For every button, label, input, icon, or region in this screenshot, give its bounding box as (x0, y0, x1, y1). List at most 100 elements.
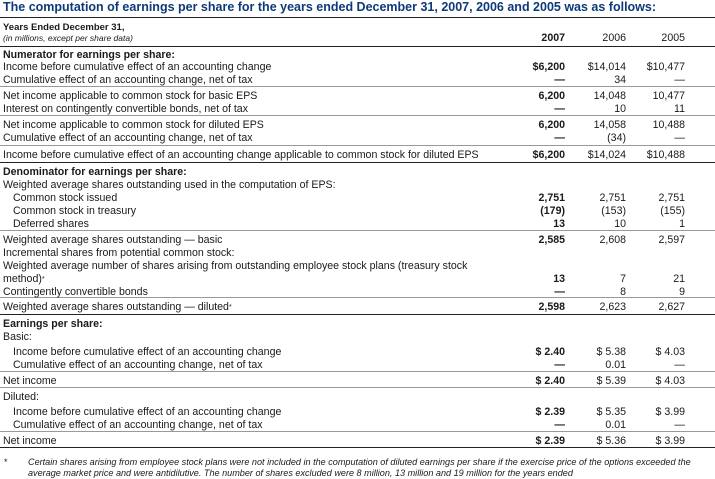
value-2007: — (554, 132, 565, 144)
eps-table: Years Ended December 31, (in millions, e… (0, 17, 715, 448)
value-2005: 2,627 (658, 301, 685, 313)
value-2006: (153) (601, 205, 626, 217)
value-2007: 6,200 (538, 119, 565, 131)
table-row: Deferred shares 13 10 1 (0, 218, 715, 231)
row-divider (0, 86, 715, 87)
row-label: Basic: (3, 331, 32, 343)
value-2006: 2,751 (599, 192, 626, 204)
value-2006: 10 (614, 218, 626, 230)
table-row: Common stock issued 2,751 2,751 2,751 (0, 192, 715, 205)
value-2007: — (554, 103, 565, 115)
row-label: Cumulative effect of an accounting chang… (3, 132, 253, 144)
value-2005: $10,477 (646, 61, 685, 73)
value-2007: (179) (540, 205, 565, 217)
value-2005: 21 (673, 273, 685, 285)
footnote-marker: * (228, 304, 232, 311)
value-2007: $6,200 (532, 149, 565, 161)
table-row: Denominator for earnings per share: (0, 166, 715, 179)
row-label: Net income (3, 375, 57, 387)
value-2006: 14,058 (593, 119, 626, 131)
value-2007: 2,751 (538, 192, 565, 204)
footnote: * Certain shares arising from employee s… (4, 457, 708, 479)
value-2006: 2,608 (599, 234, 626, 246)
row-label: Contingently convertible bonds (3, 286, 148, 298)
value-2006: $14,024 (587, 149, 626, 161)
value-2006: $14,014 (587, 61, 626, 73)
table-row: Weighted average number of shares arisin… (0, 260, 715, 273)
year-2005: 2005 (661, 32, 685, 44)
table-row: Weighted average shares outstanding used… (0, 179, 715, 192)
value-2007: $ 2.40 (535, 346, 565, 358)
value-2007: $ 2.39 (535, 435, 565, 447)
value-2005: 9 (679, 286, 685, 298)
row-label: Income before cumulative effect of an ac… (3, 61, 272, 73)
row-label-wrap: Weighted average shares outstanding — di… (3, 301, 232, 314)
value-2006: $ 5.38 (596, 346, 626, 358)
table-row: Net income applicable to common stock fo… (0, 119, 715, 132)
row-label: Interest on contingently convertible bon… (3, 103, 248, 115)
row-divider (0, 387, 715, 388)
value-2005: 11 (674, 103, 685, 115)
value-2005: — (674, 359, 685, 371)
value-2005: $ 3.99 (655, 435, 685, 447)
row-label: Income before cumulative effect of an ac… (13, 406, 282, 418)
value-2007: 13 (553, 218, 565, 230)
table-row: Common stock in treasury (179) (153) (155) (0, 205, 715, 218)
header-label: Years Ended December 31, (3, 22, 125, 33)
page-title: The computation of earnings per share fo… (3, 0, 657, 14)
value-2006: 2,623 (599, 301, 626, 313)
row-label: Weighted average shares outstanding — di… (3, 301, 229, 313)
row-divider (0, 314, 715, 315)
row-label: Income before cumulative effect of an ac… (3, 149, 479, 161)
row-label: Net income (3, 435, 57, 447)
value-2006: 14,048 (593, 90, 626, 102)
value-2005: $ 3.99 (655, 406, 685, 418)
table-row: method)* 13 7 21 (0, 273, 715, 286)
row-divider (0, 431, 715, 432)
value-2006: 8 (620, 286, 626, 298)
value-2005: — (674, 132, 685, 144)
table-row: Net income applicable to common stock fo… (0, 90, 715, 103)
table-row: Income before cumulative effect of an ac… (0, 61, 715, 74)
value-2005: 10,477 (652, 90, 685, 102)
row-label: Common stock issued (13, 192, 118, 204)
value-2007: $ 2.40 (535, 375, 565, 387)
row-label: Diluted: (3, 391, 39, 403)
value-2007: — (554, 74, 565, 86)
row-label: Cumulative effect of an accounting chang… (3, 74, 253, 86)
row-label: Net income applicable to common stock fo… (3, 119, 264, 131)
footnote-text: Certain shares arising from employee sto… (28, 457, 691, 478)
table-row: Contingently convertible bonds — 8 9 (0, 286, 715, 299)
table-row: Cumulative effect of an accounting chang… (0, 359, 715, 372)
table-row: Net income $ 2.39 $ 5.36 $ 3.99 (0, 435, 715, 448)
year-2007: 2007 (541, 32, 565, 44)
row-label: Cumulative effect of an accounting chang… (13, 359, 263, 371)
header-row-1: Years Ended December 31, (0, 21, 715, 34)
table-row: Interest on contingently convertible bon… (0, 103, 715, 116)
year-2006: 2006 (602, 32, 626, 44)
table-row: Income before cumulative effect of an ac… (0, 346, 715, 359)
value-2006: 10 (614, 103, 626, 115)
value-2007: — (554, 359, 565, 371)
row-divider (0, 162, 715, 163)
row-label: Weighted average shares outstanding — ba… (3, 234, 223, 246)
value-2007: 2,598 (538, 301, 565, 313)
value-2006: 7 (620, 273, 626, 285)
footnote-star: * (4, 457, 8, 467)
value-2005: — (674, 419, 685, 431)
value-2005: $ 4.03 (655, 346, 685, 358)
value-2005: 2,751 (658, 192, 685, 204)
footnote-marker: * (41, 276, 45, 283)
row-label: Earnings per share: (3, 318, 103, 330)
value-2006: $ 5.36 (596, 435, 626, 447)
value-2006: $ 5.35 (596, 406, 626, 418)
header-row-2: (in millions, except per share data) 200… (0, 32, 715, 45)
row-label: Denominator for earnings per share: (3, 166, 187, 178)
row-label: Income before cumulative effect of an ac… (13, 346, 282, 358)
row-label: method) (3, 273, 42, 285)
value-2007: 13 (553, 273, 565, 285)
row-label: Deferred shares (13, 218, 89, 230)
table-row: Weighted average shares outstanding — di… (0, 301, 715, 314)
table-row: Income before cumulative effect of an ac… (0, 149, 715, 162)
value-2005: 1 (679, 218, 685, 230)
